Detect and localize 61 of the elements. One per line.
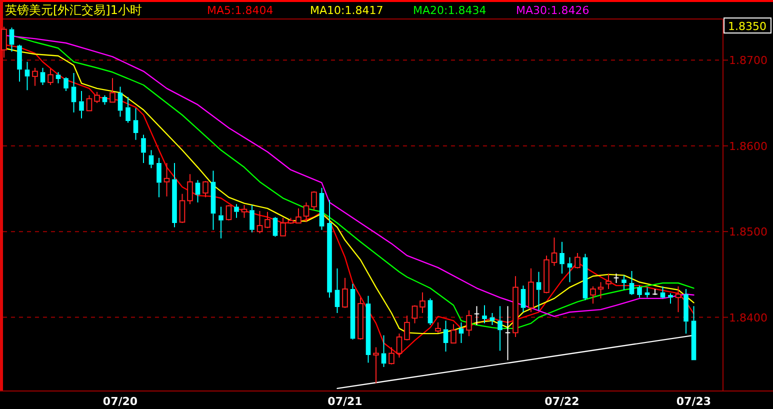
candlestick (637, 285, 642, 298)
y-tick-label: 1.8400 (729, 311, 768, 324)
candlestick (195, 180, 200, 203)
candlestick (660, 286, 666, 299)
candlestick (241, 204, 248, 218)
candlestick (373, 346, 379, 384)
candlestick (327, 199, 332, 298)
candlestick (1, 26, 7, 58)
candlestick (482, 304, 487, 324)
candlestick (40, 67, 46, 86)
y-tick-label: 1.8700 (729, 54, 768, 68)
candlestick (141, 134, 146, 164)
candlestick (24, 61, 30, 91)
candlestick (381, 334, 386, 368)
candlestick (79, 90, 84, 119)
candlestick (536, 271, 542, 311)
candlestick (675, 286, 682, 313)
y-tick-label: 1.8500 (729, 226, 768, 239)
candlestick (9, 27, 14, 52)
text: MA5:1.8404 (207, 4, 274, 17)
candlestick (629, 270, 634, 296)
candlestick (420, 292, 426, 314)
candlestick (334, 268, 340, 314)
candlestick (520, 285, 526, 313)
candlestick (684, 288, 688, 334)
candlestick (156, 157, 162, 198)
candlestick (498, 306, 502, 352)
candlestick (644, 286, 650, 298)
text: MA30:1.8426 (516, 4, 590, 17)
text: 1.8350 (728, 20, 766, 33)
candlestick (474, 306, 480, 326)
candlestick (350, 283, 356, 340)
candlestick (504, 306, 511, 361)
chart-title: 英镑美元[外汇交易]1小时 (5, 3, 142, 17)
candlestick (319, 187, 324, 230)
candlestick (71, 72, 76, 113)
candlestick (458, 322, 464, 344)
candlestick (443, 320, 448, 352)
candlestick (234, 204, 239, 218)
candlestick (210, 170, 216, 230)
candlestick (172, 162, 177, 228)
text: MA10:1.8417 (310, 4, 384, 17)
x-tick-label: 07/20 (102, 395, 138, 408)
x-tick-label: 07/22 (544, 395, 580, 408)
y-tick-label: 1.8600 (729, 140, 768, 153)
candlestick (17, 44, 22, 82)
x-tick-label: 07/23 (676, 395, 712, 408)
candlestick (218, 206, 224, 239)
candlestick (512, 276, 518, 338)
candlestick (366, 295, 371, 364)
candlestick (622, 274, 626, 290)
candlestick (250, 204, 254, 233)
candlestick (118, 86, 123, 118)
text: MA20:1.8434 (413, 4, 486, 17)
candlestick (148, 150, 154, 169)
candlestick (560, 241, 564, 274)
candlestick (598, 282, 604, 299)
x-tick-label: 07/21 (328, 395, 362, 408)
candlestick (56, 72, 61, 84)
candlestick (164, 162, 170, 197)
candlestick (133, 108, 138, 140)
